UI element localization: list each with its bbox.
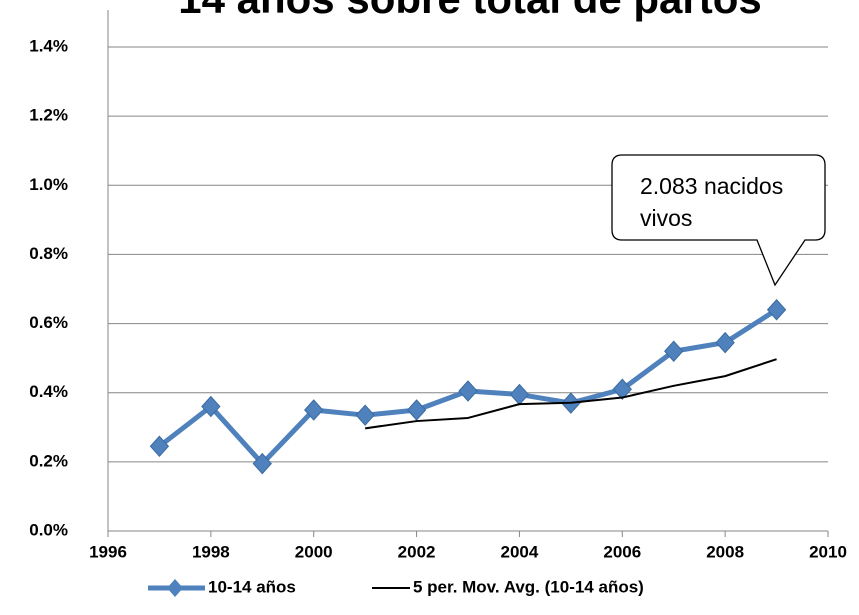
marker [766, 298, 787, 321]
x-tick-label: 2006 [603, 542, 641, 561]
marker [715, 331, 735, 354]
series-line [365, 358, 777, 430]
x-tick-label: 2010 [809, 542, 847, 561]
marker [304, 399, 324, 421]
marker [458, 380, 478, 402]
y-tick-label: 0.8% [29, 244, 68, 263]
marker [149, 435, 170, 458]
legend-label: 5 per. Mov. Avg. (10-14 años) [413, 577, 644, 596]
x-tick-label: 2002 [398, 542, 436, 561]
y-tick-label: 0.6% [29, 313, 68, 332]
marker [612, 378, 632, 401]
marker [664, 340, 684, 362]
legend-label: 10-14 años [208, 577, 296, 596]
marker [509, 383, 530, 406]
x-tick-label: 1998 [192, 542, 230, 561]
marker [355, 404, 375, 426]
y-tick-label: 0.4% [29, 382, 68, 401]
annotation: 2.083 nacidos vivos [640, 173, 784, 231]
legend-marker [167, 579, 183, 597]
x-tick-label: 2008 [706, 542, 744, 561]
x-tick-label: 2000 [295, 542, 333, 561]
y-tick-label: 1.0% [29, 175, 68, 194]
marker [252, 452, 272, 475]
y-tick-label: 0.2% [29, 451, 68, 470]
chart-title: 14 años sobre total de partos [178, 0, 762, 22]
marker [201, 395, 221, 418]
y-tick-label: 1.4% [29, 36, 68, 55]
x-tick-label: 2004 [501, 542, 539, 561]
callout-box [611, 154, 826, 287]
y-tick-label: 1.2% [29, 106, 68, 125]
y-tick-label: 0.0% [29, 520, 68, 539]
marker [406, 399, 427, 421]
x-tick-label: 1996 [89, 542, 127, 561]
